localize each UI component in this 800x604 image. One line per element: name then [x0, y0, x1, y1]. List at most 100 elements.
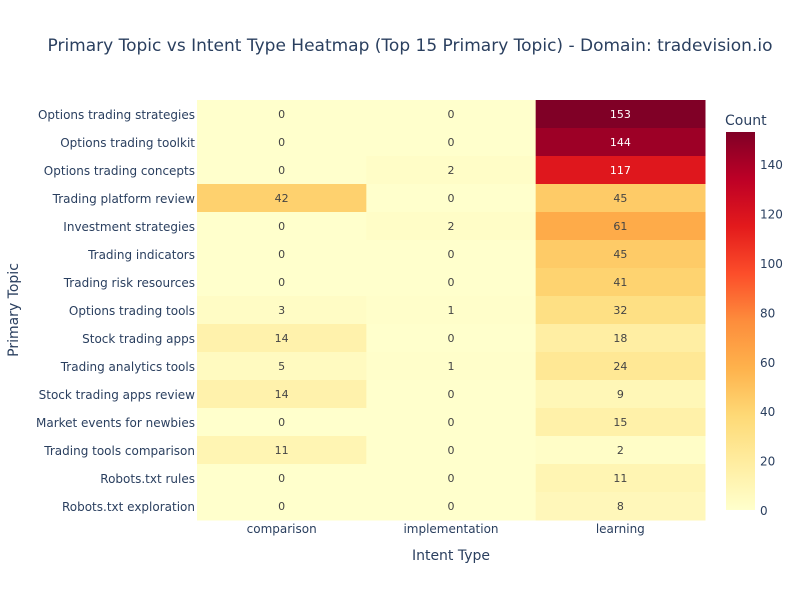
cell-value-label: 11	[613, 472, 627, 485]
heatmap-cell	[197, 184, 367, 213]
cell-value-label: 0	[278, 164, 285, 177]
cell-value-label: 45	[613, 248, 627, 261]
heatmap-cell	[197, 212, 367, 241]
cell-value-label: 0	[448, 388, 455, 401]
heatmap-cell	[366, 184, 537, 213]
cell-value-label: 3	[278, 304, 285, 317]
heatmap-cell	[197, 128, 367, 157]
cell-value-label: 61	[613, 220, 627, 233]
cell-value-label: 0	[448, 416, 455, 429]
x-axis-title: Intent Type	[412, 548, 490, 564]
cell-value-label: 1	[448, 360, 455, 373]
cell-value-label: 18	[613, 332, 627, 345]
y-axis-title: Primary Topic	[6, 263, 22, 357]
heatmap-cell	[366, 240, 537, 269]
cell-value-label: 0	[278, 276, 285, 289]
cell-value-label: 8	[617, 500, 624, 513]
heatmap-cell	[197, 156, 367, 185]
heatmap-cell	[366, 296, 537, 325]
y-tick-label: Investment strategies	[63, 220, 195, 234]
heatmap-cell	[366, 408, 537, 437]
cell-value-label: 15	[613, 416, 627, 429]
colorbar-tick-label: 40	[760, 405, 775, 419]
cell-value-label: 41	[613, 276, 627, 289]
heatmap-cell	[197, 324, 367, 353]
x-tick-label: learning	[596, 522, 645, 536]
heatmap-cell	[366, 212, 537, 241]
cell-value-label: 2	[448, 220, 455, 233]
cell-value-label: 0	[278, 500, 285, 513]
heatmap-cell	[366, 352, 537, 381]
heatmap-cell	[366, 324, 537, 353]
heatmap-cell	[197, 268, 367, 297]
y-tick-label: Options trading strategies	[38, 108, 195, 122]
heatmap-cell	[535, 464, 706, 493]
heatmap-cell	[535, 380, 706, 409]
colorbar	[726, 132, 755, 510]
cell-value-label: 0	[448, 444, 455, 457]
y-tick-label: Options trading toolkit	[60, 136, 195, 150]
cell-value-label: 0	[448, 192, 455, 205]
heatmap-cell	[535, 240, 706, 269]
y-tick-label: Trading risk resources	[63, 276, 195, 290]
cell-value-label: 1	[448, 304, 455, 317]
y-tick-label: Stock trading apps review	[39, 388, 196, 402]
y-tick-label: Robots.txt exploration	[62, 500, 195, 514]
y-tick-label: Options trading tools	[69, 304, 195, 318]
cell-value-label: 0	[448, 276, 455, 289]
y-tick-label: Trading indicators	[87, 248, 195, 262]
cell-value-label: 144	[610, 136, 631, 149]
heatmap-cell	[197, 380, 367, 409]
cell-value-label: 11	[275, 444, 289, 457]
y-tick-label: Robots.txt rules	[100, 472, 195, 486]
cell-value-label: 0	[278, 472, 285, 485]
heatmap-cell	[535, 296, 706, 325]
cell-value-label: 2	[617, 444, 624, 457]
colorbar-tick-label: 140	[760, 158, 783, 172]
cell-value-label: 0	[448, 500, 455, 513]
heatmap-cell	[197, 408, 367, 437]
heatmap-cell	[535, 408, 706, 437]
cell-value-label: 45	[613, 192, 627, 205]
heatmap-cell	[535, 324, 706, 353]
colorbar-tick-label: 0	[760, 504, 768, 518]
colorbar-tick-label: 60	[760, 356, 775, 370]
heatmap-cell	[366, 436, 537, 465]
x-tick-label: comparison	[247, 522, 317, 536]
heatmap-cell	[535, 100, 706, 129]
heatmap-cell	[366, 156, 537, 185]
y-tick-label: Market events for newbies	[36, 416, 195, 430]
colorbar-tick-label: 80	[760, 306, 775, 320]
heatmap-cell	[197, 436, 367, 465]
cell-value-label: 5	[278, 360, 285, 373]
heatmap-cell	[535, 212, 706, 241]
colorbar-tick-label: 120	[760, 208, 783, 222]
heatmap-cell	[366, 464, 537, 493]
heatmap-cell	[535, 184, 706, 213]
y-tick-label: Stock trading apps	[82, 332, 195, 346]
heatmap-cell	[366, 100, 537, 129]
heatmap-cell	[535, 436, 706, 465]
cell-value-label: 0	[278, 416, 285, 429]
y-tick-label: Trading tools comparison	[43, 444, 195, 458]
cell-value-label: 0	[448, 332, 455, 345]
colorbar-title: Count	[725, 113, 767, 129]
heatmap-cell	[366, 380, 537, 409]
heatmap-cell	[366, 268, 537, 297]
heatmap-cell	[535, 352, 706, 381]
y-tick-label: Options trading concepts	[44, 164, 195, 178]
heatmap-cell	[197, 240, 367, 269]
cell-value-label: 0	[278, 220, 285, 233]
cell-value-label: 0	[278, 108, 285, 121]
heatmap-cell	[535, 268, 706, 297]
y-tick-label: Trading analytics tools	[60, 360, 195, 374]
heatmap-cell	[366, 128, 537, 157]
cell-value-label: 0	[448, 472, 455, 485]
heatmap-cell	[535, 156, 706, 185]
cell-value-label: 14	[275, 332, 289, 345]
chart-title: Primary Topic vs Intent Type Heatmap (To…	[48, 36, 773, 56]
x-tick-label: implementation	[403, 522, 498, 536]
colorbar-tick-label: 20	[760, 455, 775, 469]
cell-value-label: 0	[448, 136, 455, 149]
